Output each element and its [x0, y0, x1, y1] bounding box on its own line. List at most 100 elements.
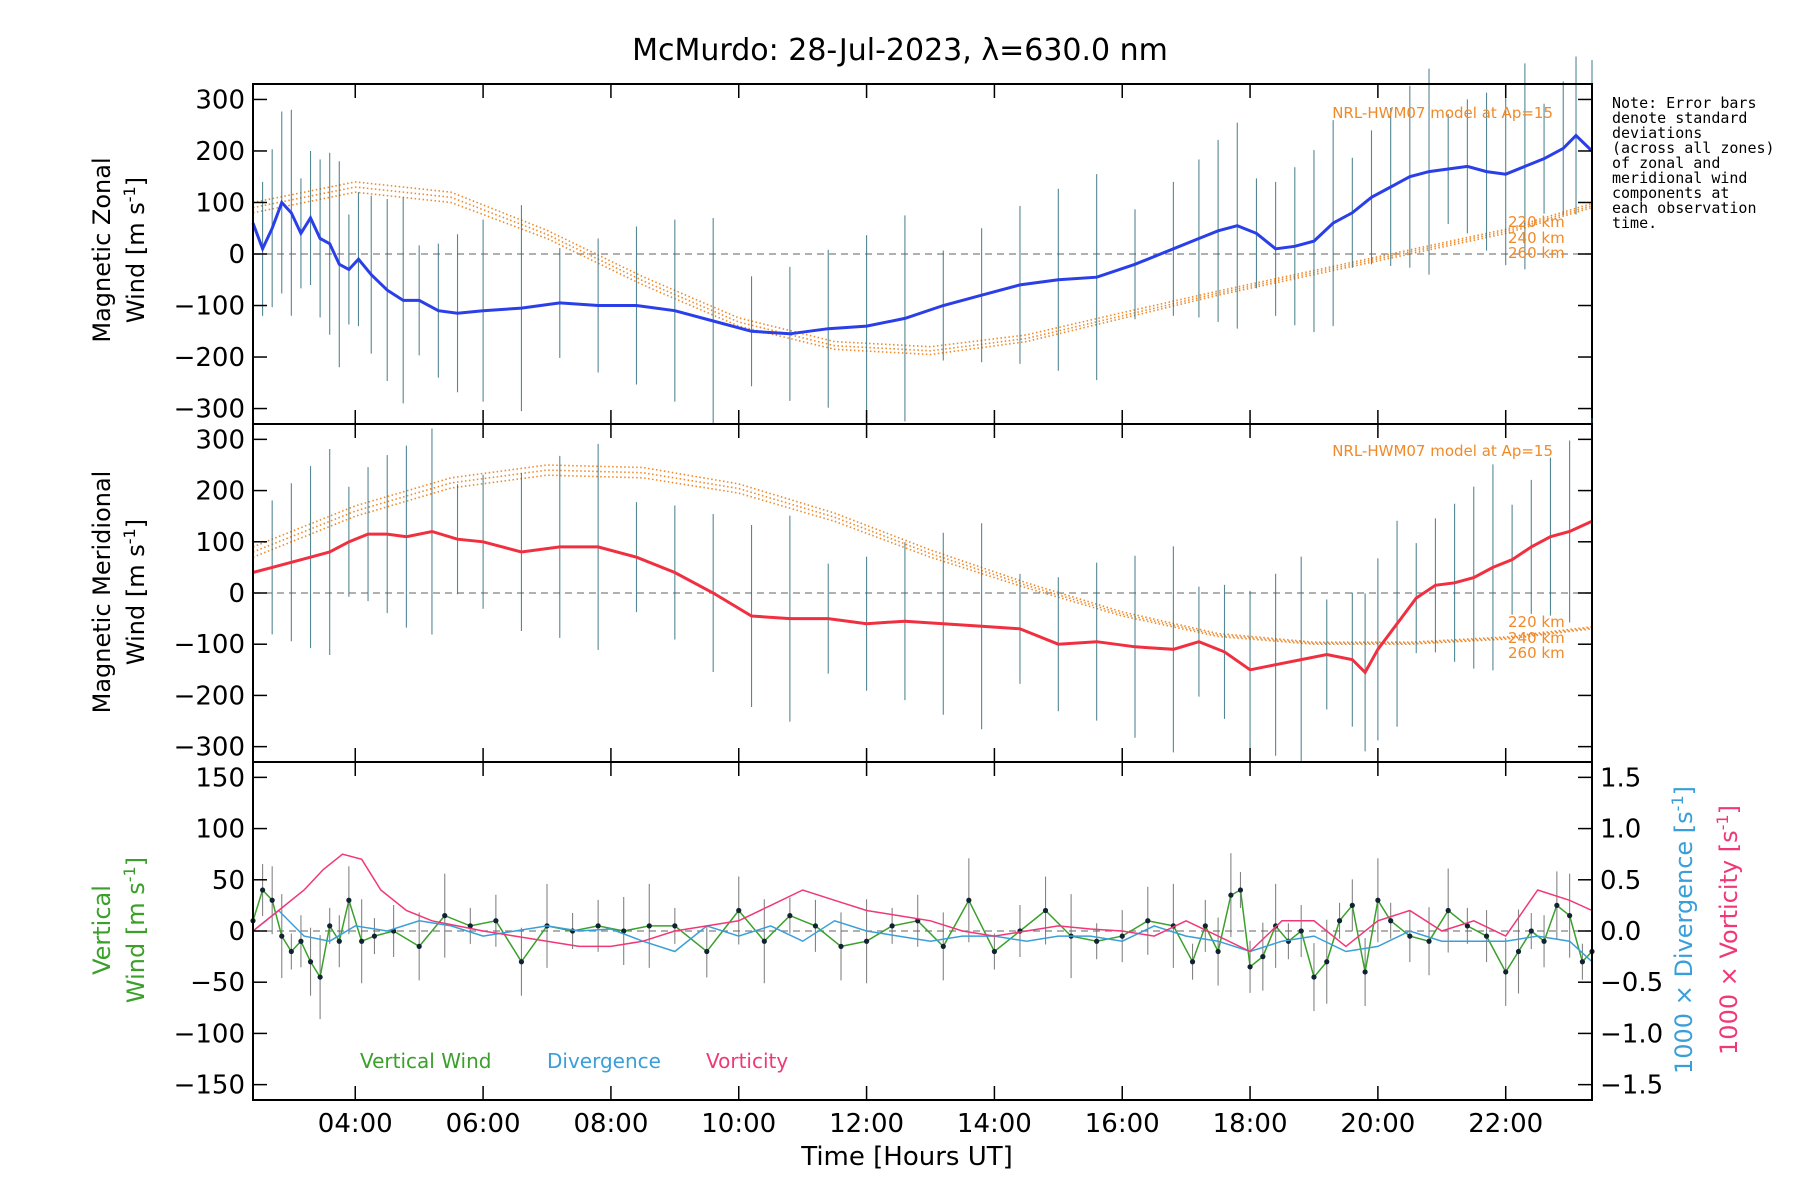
legend-vertical-wind: Vertical Wind — [360, 1049, 491, 1073]
vertical-wind-point — [269, 897, 275, 903]
divergence-y-axis-label: 1000 × Divergence [s-1] — [1668, 786, 1699, 1074]
zonal-model-240-km-line — [252, 186, 1593, 352]
vertical-wind-point — [1260, 954, 1266, 960]
vertical-wind-point — [288, 948, 294, 955]
zonal-ylabel-line2: Wind [m s-1] — [120, 177, 151, 323]
meridional-model-alt-260: 260 km — [1508, 644, 1565, 662]
ytick-label-0: 0 — [228, 240, 245, 270]
ytick-label--50: −50 — [190, 968, 245, 998]
zonal-observation-series — [251, 56, 1594, 424]
vertical-wind-point — [1042, 907, 1049, 914]
vertical-wind-point — [1483, 933, 1490, 939]
vertical-vorticity-line — [252, 853, 1593, 953]
zonal-zonal-wind-line — [251, 133, 1594, 336]
vorticity-ylabel: 1000 × Vorticity [s-1] — [1713, 805, 1744, 1055]
vertical-wind-point — [621, 928, 627, 934]
vorticity-ylabel-exp: -1 — [1713, 814, 1732, 830]
vertical-wind-point — [279, 933, 285, 939]
vertical-wind-point — [307, 959, 314, 965]
zonal-ylabel-line1: Magnetic Zonal — [88, 157, 116, 342]
vertical-wind-point — [1426, 938, 1432, 944]
vertical-wind-point — [1228, 892, 1234, 898]
vertical-wind-point — [467, 923, 473, 929]
vertical-ylabel-exp: -1 — [120, 866, 139, 882]
ytick-label-150: 150 — [195, 763, 245, 793]
vertical-wind-point — [646, 923, 652, 929]
xtick-label-10: 10:00 — [701, 1109, 776, 1139]
vertical-wind-point — [1202, 923, 1208, 929]
vertical-wind-point — [761, 938, 767, 944]
note-line-5: of zonal and — [1612, 154, 1720, 172]
zonal-ylabel-units: Wind [m s — [122, 202, 150, 323]
vertical-axis-ticks: 150 100 50 0 −50 −100 −150 1.5 1.0 0.5 0.0 −0.5 −1.0… — [174, 762, 1663, 1139]
divergence-ylabel: 1000 × Divergence [s-1] — [1668, 786, 1699, 1074]
note-line-6: meridional wind — [1612, 169, 1747, 187]
xtick-label-22: 22:00 — [1468, 1109, 1543, 1139]
meridional-ylabel-close: ] — [122, 519, 150, 528]
vertical-wind-point — [1579, 959, 1586, 965]
y2tick-label-1.5: 1.5 — [1600, 763, 1641, 793]
zonal-model-alt-220: 220 km — [1508, 213, 1565, 231]
vertical-wind-point — [812, 923, 819, 929]
vertical-wind-point — [298, 938, 304, 944]
xtick-label-14: 14:00 — [957, 1109, 1032, 1139]
meridional-model-220-km-line — [252, 474, 1593, 646]
y2tick-label--1.5: −1.5 — [1600, 1071, 1663, 1101]
vertical-wind-point — [1362, 969, 1368, 975]
vertical-wind-point — [1336, 918, 1343, 924]
x-axis-label: Time [Hours UT] — [800, 1142, 1013, 1172]
vertical-wind-point — [966, 897, 972, 903]
zonal-ylabel-exp: -1 — [120, 186, 139, 202]
meridional-ylabel-line2: Wind [m s-1] — [120, 519, 151, 665]
meridional-model-240-km-line — [252, 469, 1593, 645]
meridional-observation-series — [252, 418, 1593, 763]
vertical-wind-point — [1119, 933, 1125, 939]
note-line-4: (across all zones) — [1612, 139, 1775, 157]
vertical-wind-panel: 150 100 50 0 −50 −100 −150 1.5 1.0 0.5 0.0 −0.5 −1.0… — [88, 761, 1744, 1139]
vertical-vertical-wind-line — [252, 888, 1593, 980]
vertical-wind-point — [1311, 974, 1317, 980]
vertical-wind-point — [736, 907, 742, 914]
vertical-panel-frame — [252, 761, 1593, 1101]
ytick-label--150: −150 — [174, 1071, 245, 1101]
vertical-wind-point — [704, 948, 710, 955]
xtick-label-18: 18:00 — [1213, 1109, 1288, 1139]
vertical-wind-point — [327, 923, 333, 929]
vertical-wind-point — [1237, 887, 1244, 893]
zonal-ylabel-close: ] — [122, 177, 150, 186]
vertical-ylabel-units: Wind [m s — [122, 882, 150, 1003]
ytick-label-50: 50 — [212, 866, 245, 896]
ytick-label--200: −200 — [174, 343, 245, 373]
vertical-observation-series — [250, 853, 1595, 1020]
ytick-label-100: 100 — [195, 815, 245, 845]
vertical-wind-point — [336, 938, 342, 944]
y2tick-label-0.5: 0.5 — [1600, 866, 1641, 896]
vertical-wind-point — [1528, 928, 1534, 934]
xtick-label-16: 16:00 — [1085, 1109, 1160, 1139]
y2tick-label--0.5: −0.5 — [1600, 968, 1663, 998]
xtick-label-6: 06:00 — [446, 1109, 521, 1139]
zonal-model-alt-260: 260 km — [1508, 244, 1565, 262]
vertical-wind-point — [259, 887, 266, 893]
vertical-wind-point — [518, 959, 525, 965]
meridional-wind-panel: 300 200 100 0 −100 −200 −300 NRL-HWM07 model a… — [88, 418, 1593, 763]
zonal-axis-ticks: 300 200 100 0 −100 −200 −300 — [174, 84, 1592, 425]
zonal-model-label: NRL-HWM07 model at Ap=15 — [1332, 104, 1553, 122]
vertical-wind-point — [1464, 923, 1470, 929]
error-bar-note: Note: Error bars denote standard deviati… — [1612, 94, 1775, 232]
y2tick-label--1: −1.0 — [1600, 1019, 1663, 1049]
ytick-label-200: 200 — [195, 137, 245, 167]
ytick-label--100: −100 — [174, 630, 245, 660]
vertical-y-axis-label: Vertical Wind [m s-1] — [88, 857, 150, 1003]
vertical-wind-point — [1145, 918, 1151, 924]
vertical-wind-point — [1189, 959, 1196, 965]
ytick-label-300: 300 — [195, 85, 245, 115]
zonal-model-220-km-line — [252, 191, 1593, 356]
note-line-2: denote standard — [1612, 109, 1747, 127]
meridional-model-alt-220: 220 km — [1508, 613, 1565, 631]
vertical-ylabel-close: ] — [122, 857, 150, 866]
vertical-wind-point — [493, 918, 499, 924]
vertical-wind-point — [838, 943, 844, 949]
ytick-label--300: −300 — [174, 733, 245, 763]
vertical-wind-point — [1388, 918, 1394, 924]
